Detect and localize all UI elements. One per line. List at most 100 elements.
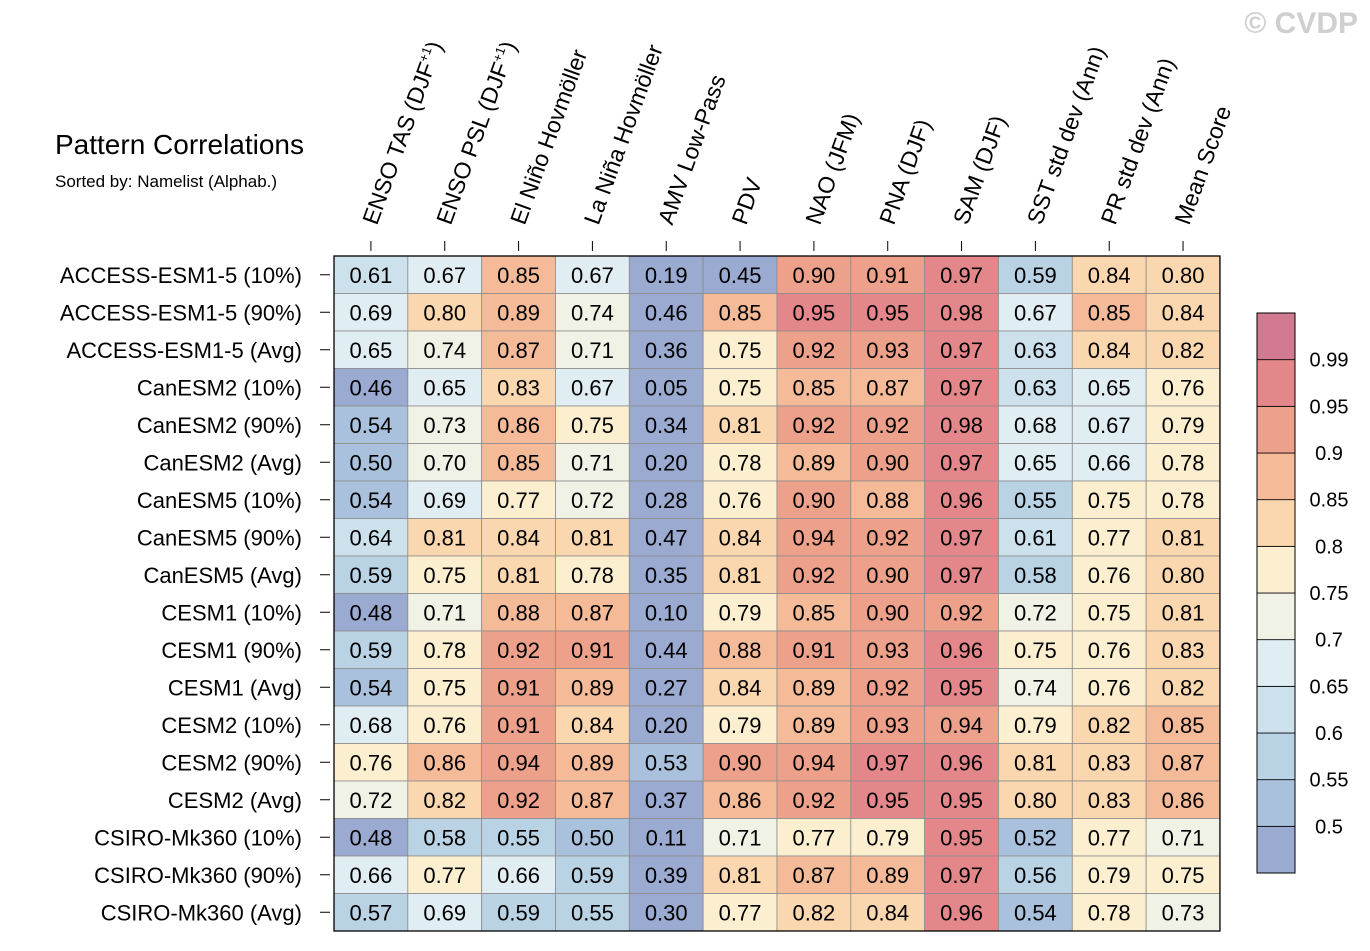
- column-label: ENSO TAS (DJF+1): [357, 38, 447, 228]
- colorbar-label: 0.85: [1310, 490, 1349, 512]
- cell-value: 0.75: [423, 563, 466, 588]
- heatmap-cell: [333, 593, 409, 632]
- heatmap-cell: [924, 780, 999, 819]
- cell-value: 0.89: [866, 863, 909, 888]
- column-label: La Niña Hovmöller: [579, 41, 668, 228]
- cell-value: 0.96: [940, 638, 983, 663]
- cell-value: 0.74: [423, 338, 466, 363]
- heatmap-cell: [1071, 593, 1147, 632]
- heatmap-cell: [333, 443, 409, 482]
- cell-value: 0.76: [1162, 375, 1205, 400]
- heatmap-cell: [481, 593, 556, 632]
- cell-value: 0.71: [719, 825, 762, 850]
- heatmap-cell: [776, 780, 852, 819]
- cell-value: 0.36: [645, 338, 688, 363]
- cell-value: 0.47: [645, 525, 688, 550]
- heatmap-cell: [998, 405, 1073, 444]
- cell-value: 0.85: [792, 375, 835, 400]
- colorbar-swatch: [1256, 359, 1296, 407]
- heatmap-cell: [407, 668, 483, 707]
- heatmap-cell: [481, 893, 556, 932]
- cell-value: 0.97: [940, 563, 983, 588]
- colorbar-swatch: [1256, 685, 1296, 734]
- colorbar-swatch: [1256, 639, 1296, 687]
- cell-value: 0.90: [866, 450, 909, 475]
- cell-value: 0.90: [866, 563, 909, 588]
- cell-value: 0.97: [940, 450, 983, 475]
- cell-value: 0.89: [571, 750, 614, 775]
- heatmap-cell: [776, 480, 852, 519]
- heatmap-cell: [850, 705, 926, 744]
- colorbar-swatch: [1256, 732, 1296, 781]
- cell-value: 0.79: [1088, 863, 1131, 888]
- heatmap-cell: [407, 893, 483, 932]
- heatmap-cell: [924, 743, 999, 782]
- cell-value: 0.64: [350, 525, 393, 550]
- cell-value: 0.85: [1088, 300, 1131, 325]
- cell-value: 0.77: [792, 825, 835, 850]
- cell-value: 0.75: [1162, 863, 1205, 888]
- cell-value: 0.58: [1014, 563, 1057, 588]
- heatmap-cell: [481, 818, 556, 857]
- column-label: PDV: [726, 174, 767, 228]
- heatmap-cell: [998, 780, 1073, 819]
- heatmap-cell: [998, 743, 1073, 782]
- heatmap-cell: [333, 705, 409, 744]
- heatmap-cell: [850, 743, 926, 782]
- heatmap-cell: [924, 593, 999, 632]
- heatmap-cell: [333, 855, 409, 894]
- row-label: CSIRO-Mk360 (Avg): [101, 900, 302, 925]
- cell-value: 0.96: [940, 488, 983, 513]
- heatmap-cell: [481, 443, 556, 482]
- cell-value: 0.91: [866, 263, 909, 288]
- heatmap-cell: [1071, 443, 1147, 482]
- heatmap-cell: [702, 518, 778, 557]
- cell-value: 0.75: [571, 413, 614, 438]
- cell-value: 0.66: [1088, 450, 1131, 475]
- cell-value: 0.82: [792, 900, 835, 925]
- cell-value: 0.94: [792, 525, 835, 550]
- cell-value: 0.34: [645, 413, 688, 438]
- heatmap-cell: [776, 443, 852, 482]
- column-label: SST std dev (Ann): [1022, 43, 1111, 228]
- cell-value: 0.89: [792, 713, 835, 738]
- cell-value: 0.58: [423, 825, 466, 850]
- cell-value: 0.59: [350, 563, 393, 588]
- cell-value: 0.67: [1088, 413, 1131, 438]
- cell-value: 0.78: [1162, 488, 1205, 513]
- cell-value: 0.76: [719, 488, 762, 513]
- column-label-text: ENSO PSL (DJF: [431, 59, 514, 228]
- column-label-text: SST std dev (Ann): [1022, 43, 1111, 228]
- heatmap-cell: [1145, 780, 1221, 819]
- row-label: CSIRO-Mk360 (10%): [94, 825, 302, 850]
- cell-value: 0.88: [719, 638, 762, 663]
- row-label: CanESM2 (10%): [137, 375, 302, 400]
- heatmap-cell: [1145, 330, 1221, 369]
- heatmap-cell: [628, 818, 704, 857]
- heatmap-cell: [1145, 443, 1221, 482]
- cell-value: 0.65: [1014, 450, 1057, 475]
- heatmap-cell: [555, 368, 630, 407]
- cell-value: 0.84: [571, 713, 614, 738]
- cell-value: 0.63: [1014, 375, 1057, 400]
- cell-value: 0.61: [350, 263, 393, 288]
- cell-value: 0.76: [1088, 675, 1131, 700]
- heatmap-cell: [1145, 705, 1221, 744]
- cell-value: 0.76: [1088, 638, 1131, 663]
- heatmap-cell: [1145, 555, 1221, 594]
- heatmap-cell: [555, 705, 630, 744]
- cell-value: 0.78: [1162, 450, 1205, 475]
- cell-value: 0.97: [940, 375, 983, 400]
- cell-value: 0.92: [497, 638, 540, 663]
- cell-value: 0.05: [645, 375, 688, 400]
- heatmap-cell: [1071, 518, 1147, 557]
- cell-value: 0.39: [645, 863, 688, 888]
- cell-value: 0.92: [792, 338, 835, 363]
- cell-value: 0.81: [1014, 750, 1057, 775]
- heatmap-cell: [555, 818, 630, 857]
- heatmap-cell: [555, 293, 630, 332]
- colorbar-frame: [1256, 312, 1296, 874]
- cell-value: 0.84: [866, 900, 909, 925]
- heatmap-cell: [555, 855, 630, 894]
